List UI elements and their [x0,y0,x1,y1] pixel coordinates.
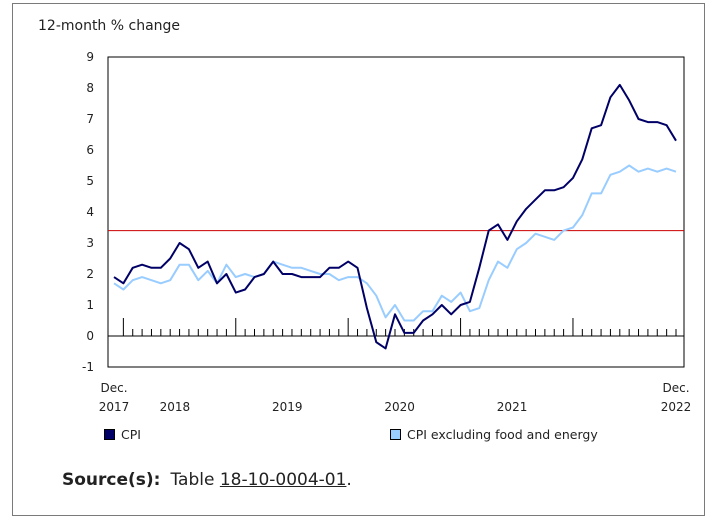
legend-swatch-cpi [104,429,115,440]
y-tick-label: 9 [86,50,94,64]
x-tick-labels: Dec. 2017 2018 2019 2020 2021 Dec. 2022 [99,381,692,414]
series-line-core [113,164,677,322]
y-tick-label: 4 [86,205,94,219]
x-tick-label-line2: 2019 [272,400,303,414]
y-tick-label: 7 [86,112,94,126]
x-tick-label-line2: 2020 [384,400,415,414]
x-tick-label-line2: 2017 [99,400,130,414]
x-ticks [122,318,677,336]
y-tick-label: 5 [86,174,94,188]
source-table-link[interactable]: 18-10-0004-01 [219,470,347,490]
source-note: Source(s): Table 18-10-0004-01. [62,470,352,490]
chart-frame [12,3,705,516]
legend-label-cpi: CPI [121,427,141,442]
y-tick-label: 6 [86,143,94,157]
y-tick-label: 8 [86,81,94,95]
series-lines [113,83,677,350]
x-tick-label-line2: 2022 [661,400,692,414]
y-tick-label: -1 [82,360,94,374]
source-prefix: Table [170,470,215,490]
legend-item-core: CPI excluding food and energy [390,427,598,442]
y-tick-label: 0 [86,329,94,343]
y-tick-label: 2 [86,267,94,281]
legend-label-core: CPI excluding food and energy [407,427,598,442]
x-tick-label-line1: Dec. [662,381,689,395]
y-tick-label: 1 [86,298,94,312]
plot-area [107,56,685,368]
y-axis-title: 12-month % change [38,18,181,34]
x-tick-label-line1: Dec. [100,381,127,395]
legend-swatch-core [390,429,401,440]
series-line-cpi [113,83,677,350]
x-tick-label-line2: 2021 [497,400,528,414]
source-suffix: . [346,470,352,490]
x-tick-label-line2: 2018 [160,400,191,414]
y-tick-labels: 9 8 7 6 5 4 3 2 1 0 -1 [82,50,94,374]
source-label: Source(s): [62,470,161,490]
legend-item-cpi: CPI [104,427,141,442]
y-tick-label: 3 [86,236,94,250]
